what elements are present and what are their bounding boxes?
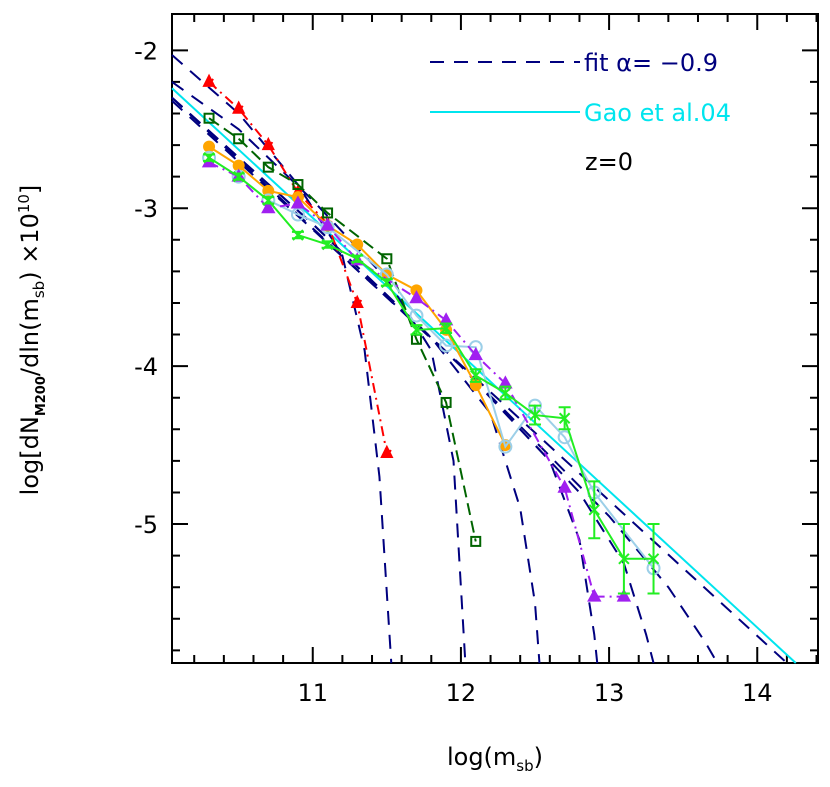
annotation: z=0 (585, 148, 633, 176)
y-tick-label: -4 (134, 353, 158, 381)
x-tick-label: 14 (742, 679, 773, 707)
y-label-part: ] (16, 185, 44, 194)
point (203, 112, 215, 124)
y-tick-label: -2 (134, 37, 158, 65)
point (320, 217, 335, 231)
x-label-part: ) (534, 743, 543, 771)
point (261, 136, 275, 151)
x-tick-label: 11 (297, 679, 328, 707)
point (529, 409, 541, 421)
point (380, 444, 394, 458)
x-tick-label: 12 (446, 679, 477, 707)
point (498, 439, 513, 454)
x-axis-label: log(msb) (447, 743, 543, 775)
point (261, 200, 276, 214)
point (588, 504, 600, 516)
y-tick-label: -3 (134, 195, 158, 223)
point (290, 195, 306, 209)
legend-label: fit α= −0.9 (584, 49, 718, 77)
point (410, 324, 423, 336)
point (350, 294, 364, 308)
point (409, 308, 424, 323)
series-line (208, 156, 654, 560)
series-line (171, 96, 599, 664)
point (470, 535, 482, 547)
y-label-sub: sb (30, 281, 48, 298)
series-line (171, 96, 655, 664)
point (233, 133, 245, 145)
point (203, 140, 216, 153)
point (292, 179, 304, 191)
plot-frame (171, 13, 819, 664)
point (587, 588, 602, 602)
series-line (208, 156, 655, 569)
series-line (171, 54, 393, 664)
point (381, 276, 393, 289)
series-line (208, 81, 388, 454)
x-tick-label: 13 (594, 679, 625, 707)
point (470, 369, 482, 382)
series-line (171, 96, 719, 664)
point (351, 253, 363, 265)
point (647, 553, 660, 565)
point (292, 229, 304, 241)
point (499, 387, 512, 399)
point (618, 553, 630, 565)
series-line (208, 117, 477, 542)
y-label-part: log[dN (16, 416, 44, 495)
legend-label: Gao et al.04 (584, 99, 731, 127)
point (321, 238, 334, 251)
y-label-part: ) ×10 (16, 213, 44, 281)
series-line (171, 81, 467, 664)
point (557, 479, 572, 493)
point (440, 396, 452, 408)
point (468, 347, 483, 361)
point (409, 290, 424, 304)
point (203, 151, 215, 164)
x-label-part: log(m (447, 743, 516, 771)
point (232, 100, 246, 114)
point (290, 207, 305, 222)
point (440, 322, 452, 334)
point (262, 184, 275, 197)
y-label-sub: M200 (34, 376, 49, 416)
y-axis-label: log[dNM200/dln(msb) ×1010] (15, 185, 49, 496)
point (232, 170, 245, 183)
y-label-sup: 10 (15, 194, 33, 213)
point (202, 73, 216, 87)
point (381, 253, 393, 265)
point (439, 338, 454, 353)
series-line (208, 161, 624, 598)
point (262, 161, 274, 173)
y-tick-label: -5 (134, 511, 158, 539)
point (351, 238, 364, 251)
point (616, 588, 632, 602)
y-label-part: /dln(m (16, 298, 44, 376)
point (262, 194, 275, 207)
point (558, 412, 571, 424)
x-label-sub: sb (516, 757, 533, 775)
point (322, 207, 334, 219)
